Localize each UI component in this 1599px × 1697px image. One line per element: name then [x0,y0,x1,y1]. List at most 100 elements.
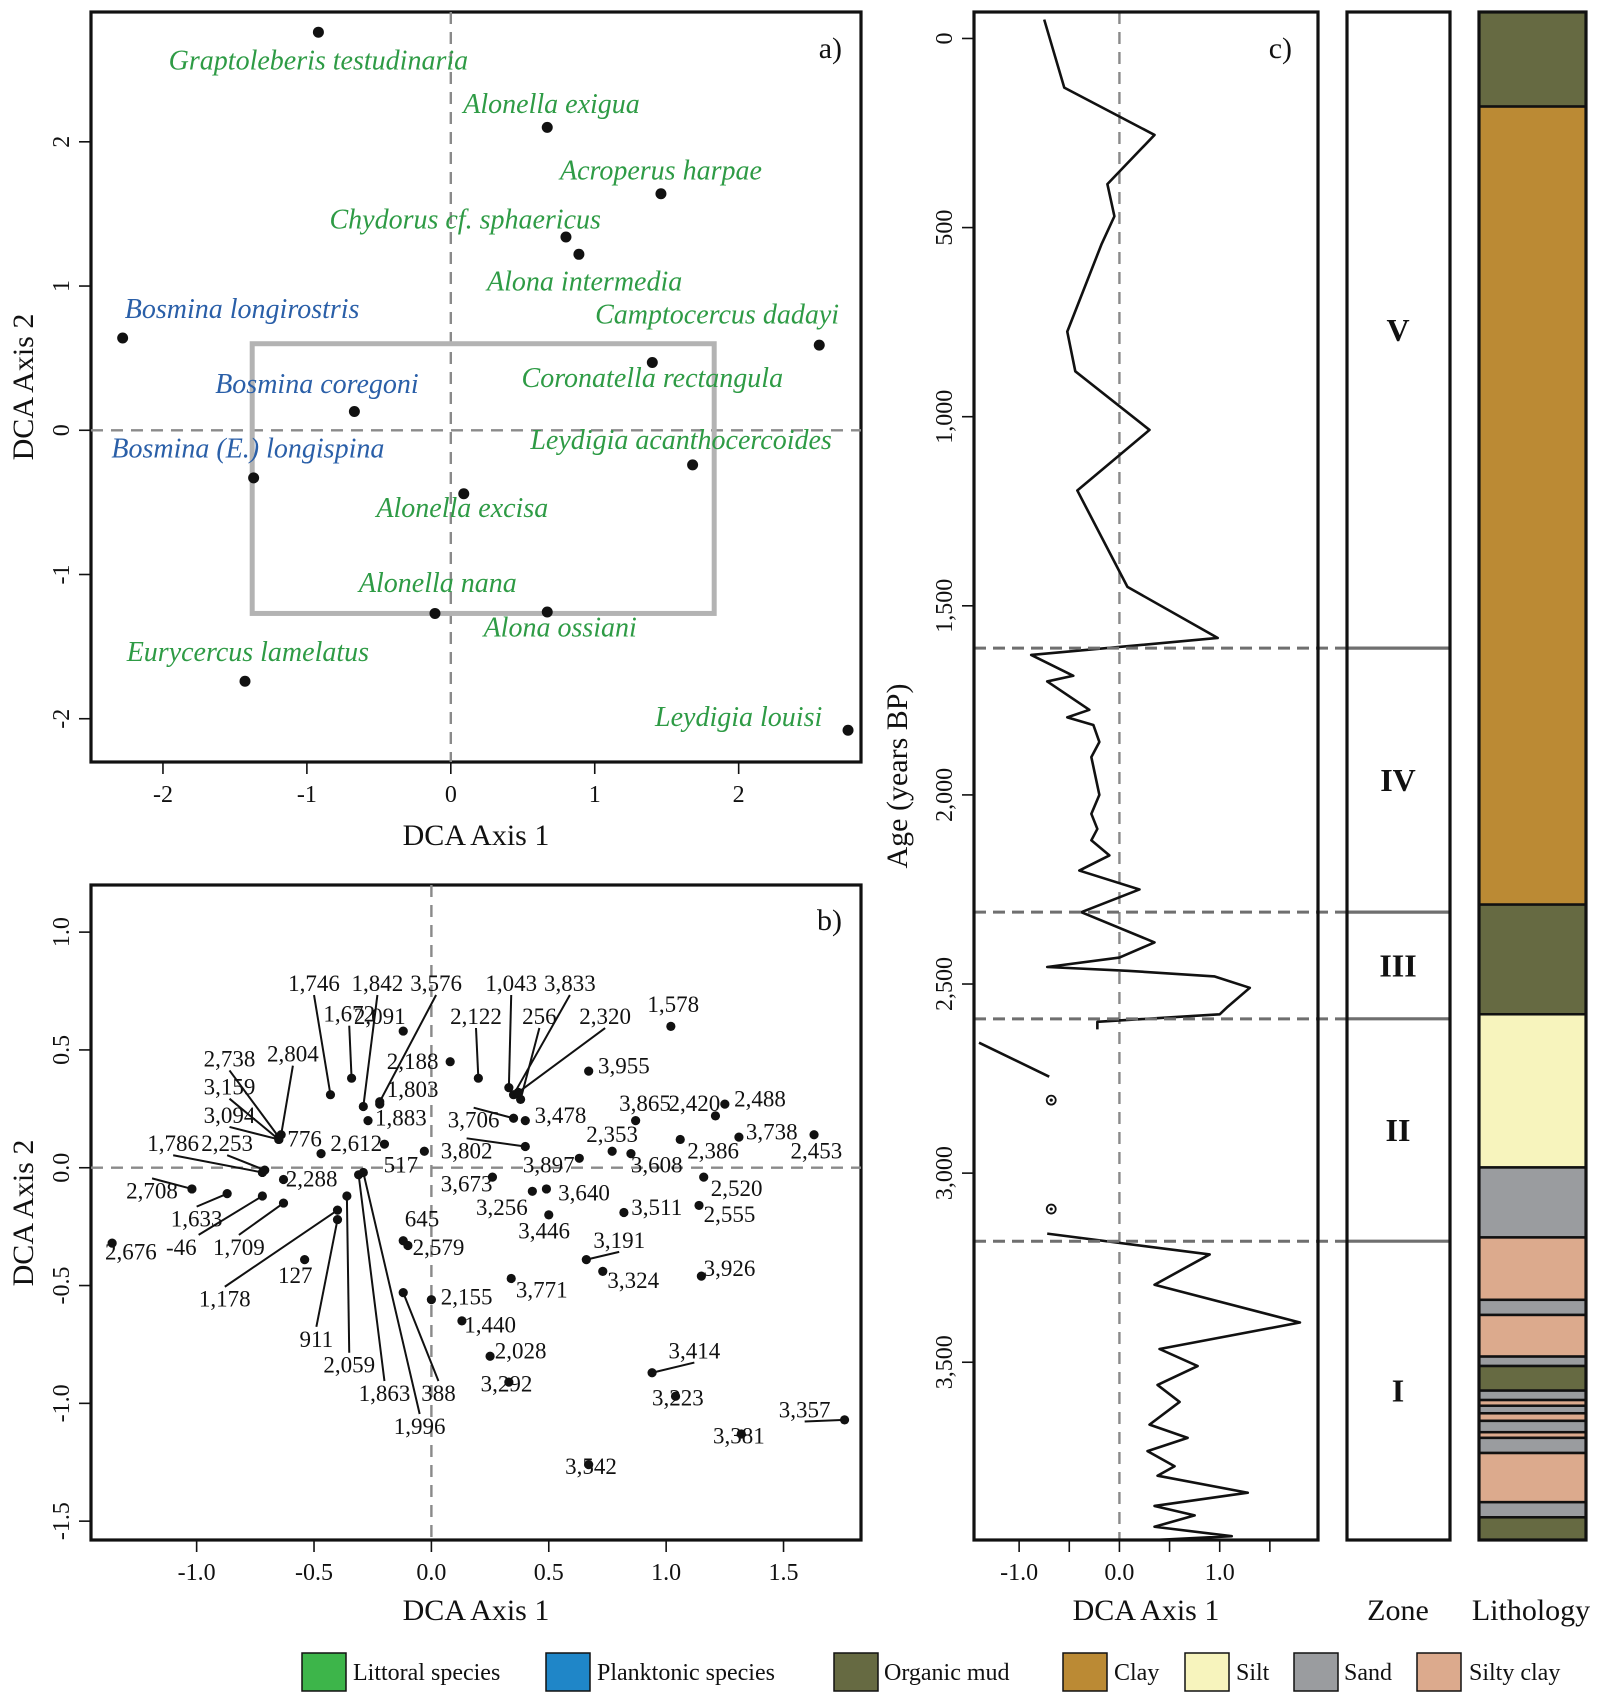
isolated-sample-point [1045,1203,1057,1215]
species-point [655,188,667,200]
panel-a-x-tick-label: 1 [589,782,601,808]
sample-age-label: 3,706 [448,1108,500,1133]
sample-point [506,1273,516,1284]
zone-label: III [1379,947,1416,983]
sample-point [398,1288,408,1298]
sample-age-label: 3,738 [746,1119,798,1144]
sample-leader-line [402,1292,440,1382]
sample-point [647,1368,657,1378]
sample-leader-line [517,1027,606,1094]
sample-leader-line [315,1219,339,1327]
sample-leader-line [473,1106,514,1120]
sample-age-label: 3,292 [481,1372,533,1397]
panel-a-x-tick-label: -2 [153,782,173,808]
sample-leader-line [512,994,571,1096]
species-point [429,607,441,619]
sample-point [710,1111,721,1121]
sample-point [375,1099,385,1109]
sample-point [419,1146,429,1156]
sample-point [666,1021,676,1031]
panel-b-x-tick-label: 0.0 [416,1560,446,1586]
sample-age-label: 3,865 [619,1091,671,1116]
legend-swatch-silty-clay [1416,1652,1462,1692]
species-label: Acroperus harpae [558,155,762,186]
sample-age-label: 1,672 [323,1002,375,1027]
sample-point [670,1391,681,1401]
species-point [348,406,360,418]
sample-point [720,1099,730,1109]
sample-point [584,1460,594,1470]
sample-age-label: 3,608 [631,1152,683,1177]
sample-point [358,1167,368,1178]
sample-point [316,1148,326,1159]
axis1-series-lower [1047,1232,1302,1542]
legend-label-clay: Clay [1114,1660,1159,1686]
sample-point [574,1153,584,1163]
sample-age-label: 2,253 [201,1131,253,1156]
sample-point [487,1172,498,1182]
sample-leader-line [362,994,379,1107]
sample-age-label: 3,673 [441,1171,493,1196]
panel-b-y-tick-label: 1.0 [49,917,75,947]
panel-c-y-axis-title: Age (years BP) [881,684,914,869]
sample-age-label: 3,640 [558,1181,610,1206]
panel-b-x-tick-label: 0.5 [534,1560,564,1586]
sample-age-label: 2,386 [687,1138,739,1163]
lithology-layer [1477,1419,1588,1434]
sample-age-label: 2,028 [495,1339,547,1364]
sample-age-label: 3,478 [535,1103,587,1128]
panel-c-x-tick-label: 0.0 [1104,1560,1134,1586]
sample-leader-line [357,1174,386,1382]
sample-age-label: 3,897 [523,1152,575,1177]
sample-age-label: 2,320 [579,1004,631,1029]
sample-point [626,1148,636,1159]
isolated-sample-point-center [1049,1207,1053,1211]
lithology-layer [1477,1236,1588,1302]
sample-age-label: 2,612 [330,1131,382,1156]
sample-leader-line [238,1202,285,1236]
sample-age-label: 3,094 [204,1103,256,1128]
sample-age-label: 2,676 [105,1240,157,1265]
sample-age-label: 256 [522,1004,557,1029]
panel-c-x-axis-title: DCA Axis 1 [1073,1594,1220,1627]
sample-age-label: 3,256 [476,1195,528,1220]
sample-point [516,1094,526,1105]
sample-age-label: 3,542 [565,1454,617,1479]
panel-a-y-tick-label: 0 [49,424,75,436]
sample-point [274,1134,284,1145]
panel-b-x-tick-label: 1.5 [769,1560,799,1586]
legend: Littoral species Planktonic species Orga… [301,1652,1560,1692]
lithology-layer [1477,1436,1588,1455]
sample-point [187,1184,197,1194]
sample-point [736,1429,746,1439]
panel-c-x-tick-label: -1.0 [1000,1560,1038,1586]
axis1-series-fragment [978,1041,1050,1078]
panel-a-y-tick-label: 2 [49,136,75,148]
sample-point [300,1255,310,1265]
panel-c-y-tick-label: 0 [932,32,958,44]
lithology-layer [1477,1516,1588,1542]
sample-leader-line [229,1125,280,1141]
isolated-sample-point [1045,1094,1057,1106]
sample-point [527,1186,537,1196]
panel-c-x-tick-label: 1.0 [1205,1560,1235,1586]
panel-b-x-axis-title: DCA Axis 1 [403,1594,550,1627]
legend-swatch-clay [1062,1652,1108,1692]
sample-point [504,1083,514,1093]
sample-point [358,1101,368,1112]
sample-leader-line [224,1209,339,1288]
sample-leader-line [172,1154,263,1174]
legend-swatch-silt [1184,1652,1230,1692]
sample-point [278,1174,289,1185]
sample-point [325,1090,336,1100]
sample-age-label: 3,926 [704,1256,756,1281]
species-label: Graptoleberis testudinaria [169,46,468,77]
sample-age-label: 2,579 [413,1235,465,1260]
sample-point [696,1271,706,1281]
sample-age-label: 3,446 [518,1218,570,1243]
sample-point [363,1116,373,1126]
sample-leader-line [228,1097,280,1141]
sample-age-label: 2,453 [791,1138,843,1163]
species-point [117,332,129,344]
